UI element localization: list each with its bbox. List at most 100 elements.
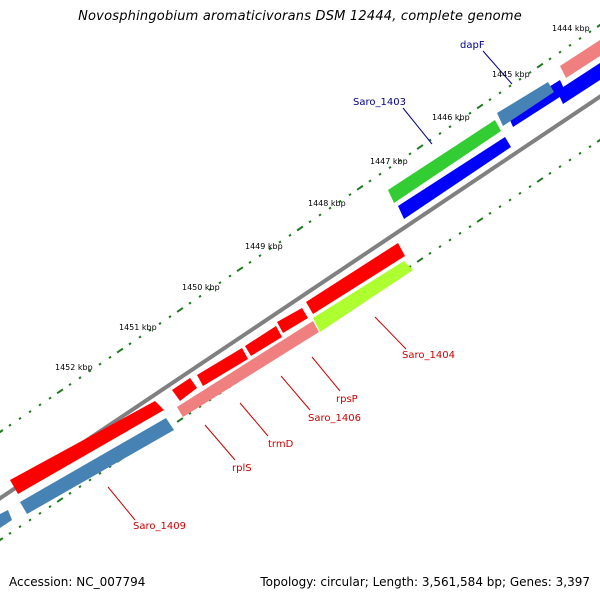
inner-tick-dot xyxy=(428,251,432,255)
gene-dapf[interactable] xyxy=(497,82,554,126)
gene-trmd[interactable] xyxy=(197,348,248,386)
outer-tick-dot xyxy=(296,225,304,232)
outer-tick-dot xyxy=(416,144,424,150)
outer-tick-dot xyxy=(448,125,452,129)
inner-tick-dot xyxy=(18,525,22,529)
label-trmd: trmD xyxy=(268,439,294,450)
outer-tick-dot xyxy=(398,159,402,163)
outer-tick-dot xyxy=(56,388,64,395)
outer-tick-dot xyxy=(578,37,582,41)
outer-tick-dot xyxy=(236,266,244,273)
outer-tick-dot xyxy=(498,91,502,95)
inner-tick-dot xyxy=(596,138,600,143)
tick-label-1452: 1452 kbp xyxy=(55,363,93,372)
gene-rpsp[interactable] xyxy=(245,326,282,356)
inner-tick-dot xyxy=(536,177,544,183)
outer-tick-dot xyxy=(388,165,392,169)
inner-tick-dot xyxy=(548,171,552,175)
outer-tick-dot xyxy=(568,43,572,47)
outer-tick-dot xyxy=(98,362,102,366)
outer-tick-dot xyxy=(368,179,372,183)
leader-rpsp xyxy=(311,356,341,392)
inner-tick-dot xyxy=(528,185,532,189)
gene-blue-3[interactable] xyxy=(557,63,600,104)
outer-tick-dot xyxy=(488,98,492,102)
outer-tick-dot xyxy=(588,30,592,34)
inner-tick-dot xyxy=(568,158,572,162)
inner-tick-dot xyxy=(198,405,202,409)
tick-label-1446: 1446 kbp xyxy=(432,113,470,122)
inner-tick-dot xyxy=(498,205,502,209)
inner-tick-dot xyxy=(438,245,442,249)
gene-steelblue-2[interactable] xyxy=(0,510,12,528)
outer-tick-dot xyxy=(378,172,382,176)
inner-tick-dot xyxy=(468,225,472,229)
label-rpsp: rpsP xyxy=(336,394,358,405)
outer-tick-dot xyxy=(108,355,112,359)
label-saro-1406: Saro_1406 xyxy=(308,413,361,424)
outer-tick-dot xyxy=(508,84,512,88)
leader-saro-1403 xyxy=(402,107,433,145)
inner-tick-dot xyxy=(68,491,72,495)
gene-saro-1404-rev[interactable] xyxy=(306,243,405,314)
outer-tick-dot xyxy=(228,274,232,278)
inner-tick-dot xyxy=(38,511,42,515)
outer-tick-dot xyxy=(8,423,12,427)
inner-tick-dot xyxy=(8,531,12,535)
gene-pink-2[interactable] xyxy=(560,40,600,78)
gene-rpls[interactable] xyxy=(172,378,197,401)
gene-saro-1403[interactable] xyxy=(388,120,501,203)
inner-tick-dot xyxy=(518,191,522,195)
tick-label-1451: 1451 kbp xyxy=(119,323,157,332)
outer-tick-dot xyxy=(188,301,192,305)
gene-saro-1406[interactable] xyxy=(277,308,308,333)
gene-saro-1409[interactable] xyxy=(10,401,164,494)
outer-tick-dot xyxy=(348,193,352,197)
outer-tick-dot xyxy=(458,118,462,122)
outer-tick-dot xyxy=(168,315,172,319)
tick-label-1444: 1444 kbp xyxy=(552,24,590,33)
inner-tick-dot xyxy=(508,198,512,202)
outer-tick-dot xyxy=(468,111,472,115)
outer-tick-dot xyxy=(408,152,412,156)
outer-tick-dot xyxy=(438,132,442,136)
outer-tick-dot xyxy=(138,335,142,339)
outer-tick-dot xyxy=(548,57,552,61)
label-rpls: rplS xyxy=(232,463,252,474)
inner-tick-dot xyxy=(458,231,462,235)
inner-tick-dot xyxy=(488,211,492,215)
inner-tick-dot xyxy=(56,497,64,503)
outer-tick-dot xyxy=(68,382,72,387)
outer-tick-dot xyxy=(308,220,312,224)
leader-rpls xyxy=(204,424,236,461)
tick-label-1450: 1450 kbp xyxy=(182,283,220,292)
inner-tick-dot xyxy=(98,471,102,475)
gene-blue-1[interactable] xyxy=(398,137,511,219)
genome-summary-text: Topology: circular; Length: 3,561,584 bp… xyxy=(260,575,590,589)
tick-label-1445: 1445 kbp xyxy=(492,70,530,79)
outer-tick-dot xyxy=(78,376,82,380)
outer-tick-dot xyxy=(48,396,52,400)
gene-pink-1[interactable] xyxy=(177,321,319,417)
outer-tick-dot xyxy=(0,429,4,434)
inner-tick-dot xyxy=(476,217,484,223)
outer-tick-dot xyxy=(278,240,282,244)
tick-label-1448: 1448 kbp xyxy=(308,199,346,208)
gene-steelblue-1[interactable] xyxy=(20,418,174,514)
outer-tick-dot xyxy=(208,288,212,292)
outer-tick-dot xyxy=(218,281,222,285)
outer-tick-dot xyxy=(18,416,22,420)
outer-tick-dot xyxy=(258,254,262,258)
outer-tick-dot xyxy=(558,50,562,54)
outer-tick-dot xyxy=(328,206,332,210)
tick-label-1447: 1447 kbp xyxy=(370,157,408,166)
inner-tick-dot xyxy=(48,505,52,509)
outer-tick-dot xyxy=(148,328,152,332)
gene-saro-1404[interactable] xyxy=(313,261,413,332)
outer-tick-dot xyxy=(356,184,364,191)
outer-tick-dot xyxy=(176,307,184,313)
inner-tick-dot xyxy=(448,238,452,242)
outer-tick-dot xyxy=(198,294,202,298)
label-saro-1409: Saro_1409 xyxy=(133,521,186,532)
outer-tick-dot xyxy=(268,247,272,251)
